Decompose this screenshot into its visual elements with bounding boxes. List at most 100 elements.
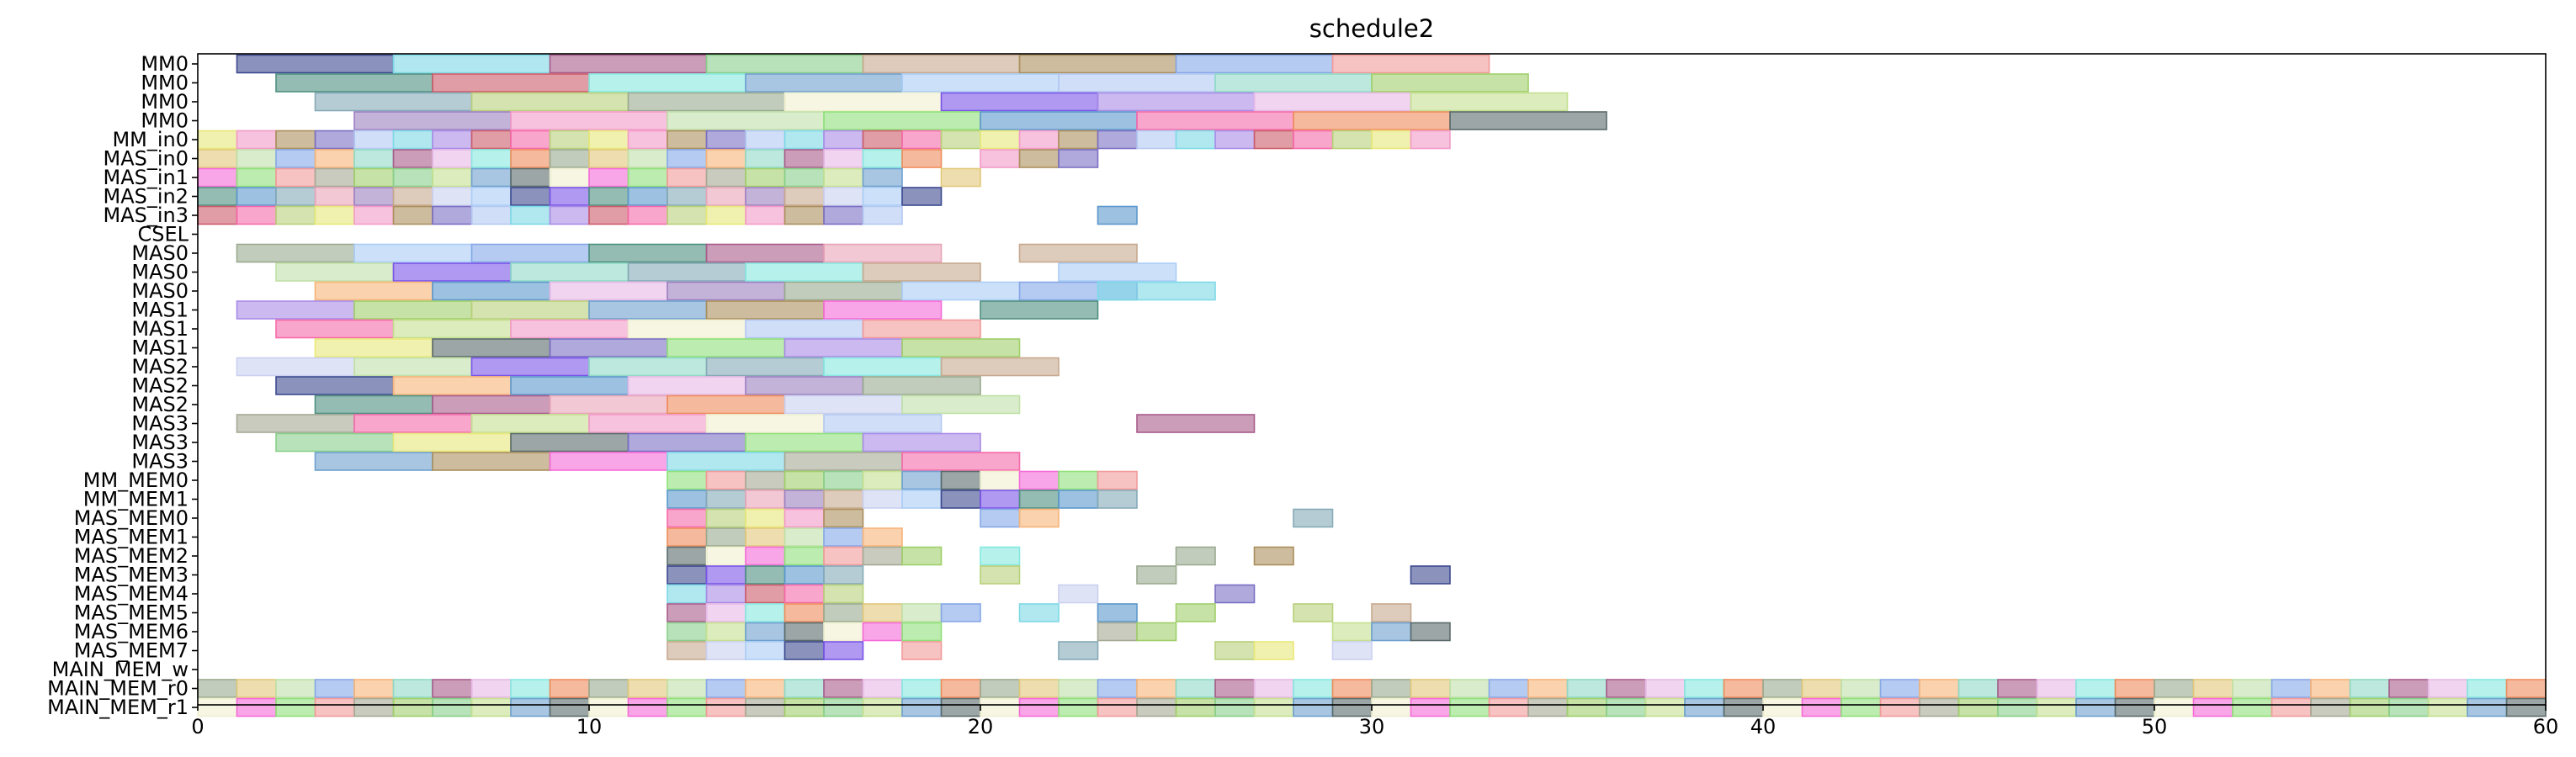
gantt-bar (705, 414, 825, 433)
gantt-bar (588, 187, 629, 206)
y-tick-label: MAS3 (131, 450, 189, 474)
gantt-bar (745, 622, 786, 642)
x-tick-label: 40 (1750, 715, 1777, 738)
gantt-bar (236, 357, 355, 377)
gantt-bar (1058, 470, 1099, 490)
gantt-bar (1762, 679, 1803, 698)
gantt-bar (353, 697, 395, 717)
gantt-bar (745, 432, 864, 453)
y-tick-label: MAS_MEM4 (74, 582, 189, 606)
gantt-bar (823, 697, 864, 717)
gantt-bar (314, 452, 433, 471)
gantt-bar (197, 697, 238, 717)
gantt-bar (1097, 281, 1216, 301)
gantt-bar (1018, 243, 1138, 263)
gantt-bar (980, 130, 1021, 150)
gantt-bar (627, 319, 746, 339)
gantt-bar (1253, 641, 1294, 660)
y-tick-label: MAS_in1 (103, 166, 189, 189)
gantt-bar (745, 527, 786, 547)
gantt-bar (510, 319, 629, 339)
x-tick-label: 60 (2533, 715, 2559, 738)
gantt-bar (470, 414, 590, 433)
gantt-bar (667, 641, 708, 660)
gantt-bar (783, 205, 825, 225)
gantt-bar (705, 679, 746, 698)
gantt-bar (432, 452, 551, 471)
gantt-bar (705, 149, 746, 168)
gantt-bar (862, 527, 903, 547)
gantt-bar (1331, 130, 1373, 150)
gantt-bar (1097, 622, 1138, 642)
gantt-bar (432, 281, 551, 301)
gantt-bar (1214, 130, 1256, 150)
gantt-bar (705, 167, 746, 188)
gantt-bar (823, 300, 943, 320)
gantt-bar (432, 679, 473, 698)
gantt-bar (470, 357, 590, 377)
gantt-bar (588, 414, 708, 433)
gantt-bar (1136, 111, 1294, 130)
y-tick-label: MM_MEM0 (83, 468, 189, 492)
gantt-bar (901, 546, 943, 566)
gantt-bar (1879, 697, 1920, 717)
gantt-bar (470, 92, 629, 112)
gantt-bar (275, 73, 433, 93)
gantt-bar (432, 187, 473, 206)
gantt-bar (862, 432, 981, 453)
gantt-bar (783, 338, 903, 357)
y-tick-label: MAS_MEM5 (74, 601, 189, 625)
gantt-bar (1018, 54, 1177, 74)
gantt-bar (783, 149, 825, 168)
gantt-bar (353, 130, 395, 150)
gantt-bar (1371, 73, 1529, 93)
gantt-bar (705, 697, 746, 717)
gantt-bar (783, 394, 903, 415)
gantt-bar (862, 470, 903, 490)
gantt-bar (510, 697, 551, 717)
gantt-bar (1293, 679, 1334, 698)
gantt-bar (745, 546, 786, 566)
gantt-bar (901, 679, 943, 698)
y-tick-label: MAIN_MEM_r1 (47, 696, 189, 719)
gantt-bar (549, 187, 590, 206)
gantt-bar (432, 205, 473, 225)
gantt-bar (823, 130, 864, 150)
gantt-bar (901, 130, 943, 150)
gantt-bar (705, 508, 746, 528)
gantt-bar (980, 508, 1021, 528)
gantt-bar (862, 262, 981, 282)
gantt-bar (823, 641, 864, 660)
gantt-bar (1253, 92, 1412, 112)
gantt-bar (588, 243, 708, 263)
gantt-bar (862, 622, 903, 642)
y-tick-label: MM_MEM1 (83, 488, 189, 511)
gantt-bar (862, 187, 903, 206)
gantt-bar (862, 679, 903, 698)
gantt-bar (353, 300, 473, 320)
gantt-bar (1957, 697, 1999, 717)
gantt-bar (2388, 697, 2430, 717)
gantt-bar (862, 697, 903, 717)
gantt-bar (901, 697, 943, 717)
gantt-bar (1410, 92, 1569, 112)
gantt-bar (1293, 697, 1334, 717)
gantt-bar (2505, 679, 2547, 698)
gantt-bar (940, 167, 981, 188)
gantt-bar (1175, 679, 1216, 698)
gantt-bar (1331, 54, 1490, 74)
gantt-bar (823, 490, 864, 509)
gantt-bar (2154, 697, 2195, 717)
gantt-bar (1449, 679, 1490, 698)
gantt-bar (549, 167, 590, 188)
gantt-bar (1488, 697, 1529, 717)
gantt-bar (432, 73, 590, 93)
gantt-bar (2271, 679, 2312, 698)
gantt-bar (236, 187, 277, 206)
gantt-bar (862, 546, 903, 566)
gantt-bar (667, 394, 786, 415)
gantt-bar (1840, 697, 1882, 717)
gantt-bar (1097, 92, 1256, 112)
gantt-bar (549, 679, 590, 698)
